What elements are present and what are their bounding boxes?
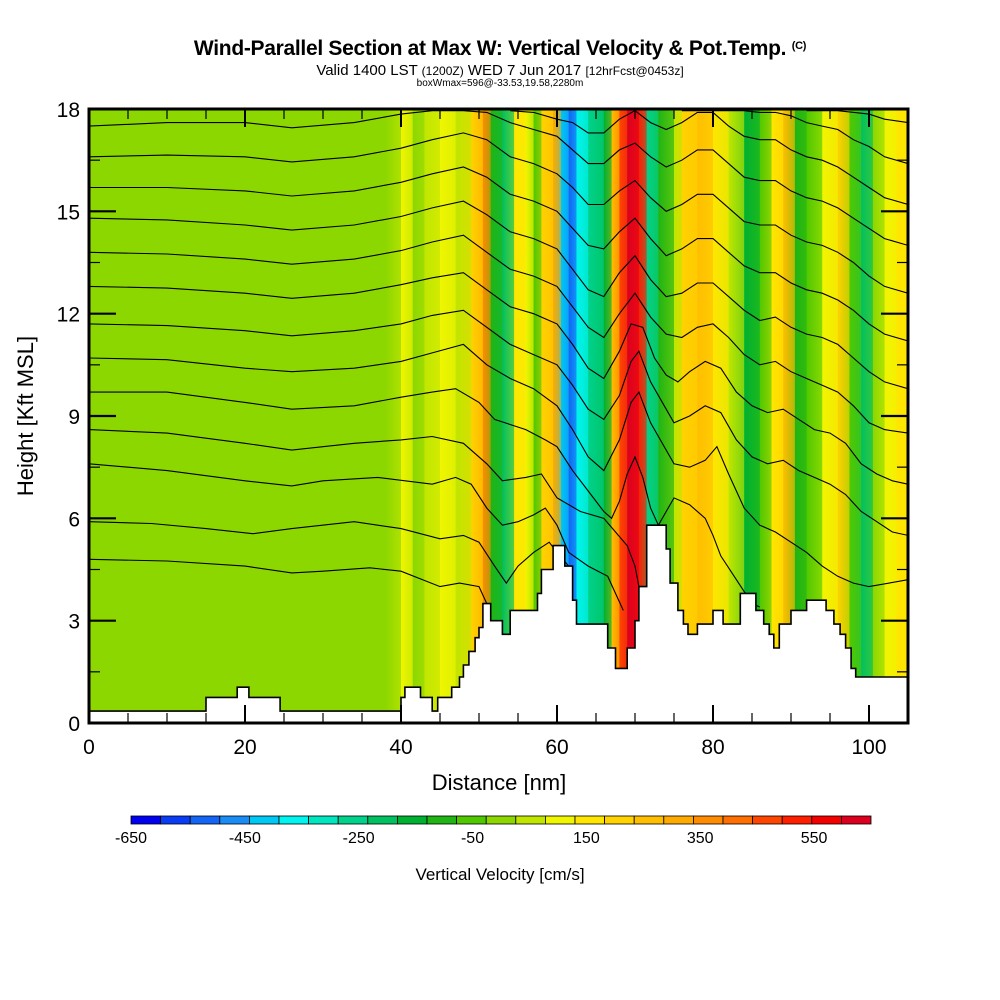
colorbar-segment (604, 815, 635, 825)
theta-contour-line (89, 463, 624, 611)
theta-contour-line (89, 110, 908, 246)
theta-contour-line (89, 388, 761, 608)
y-tick-label: 9 (68, 406, 80, 429)
chart-title-text: Wind-Parallel Section at Max W: Vertical… (193, 37, 787, 60)
box-info: boxWmax=596@-33.53,19.58,2280m (416, 78, 584, 89)
y-tick-label: 6 (68, 508, 80, 531)
colorbar-tick-label: 550 (801, 830, 828, 847)
terrain (88, 524, 909, 724)
theta-contour-line (89, 200, 908, 390)
plot-frame (87, 107, 910, 725)
colorbar-tick-label: -50 (461, 830, 484, 847)
colorbar-segment (841, 815, 872, 825)
y-tick-label: 12 (57, 304, 80, 327)
theta-contour-line (89, 343, 908, 588)
x-tick-label: 80 (701, 736, 724, 759)
forecast-info: [12hrFcst@0453z] (585, 64, 684, 78)
y-tick-labels: 0 3 6 9 12 15 18 (57, 99, 80, 736)
colorbar-tick-label: 150 (573, 830, 600, 847)
colorbar-segment (515, 815, 546, 825)
colorbar-segment (663, 815, 694, 825)
theta-contour-line (681, 110, 908, 165)
colorbar-segment (396, 815, 428, 825)
colorbar-segment (633, 815, 665, 825)
theta-contour-line (89, 272, 908, 485)
colorbar-segment (752, 815, 783, 825)
colorbar-title: Vertical Velocity [cm/s] (415, 865, 584, 884)
x-tick-labels: 0 20 40 60 80 100 (83, 736, 886, 759)
colorbar-tick-label: 350 (687, 830, 714, 847)
x-tick-label: 100 (851, 736, 886, 759)
valid-date: WED 7 Jun 2017 (467, 62, 582, 79)
colorbar (130, 815, 872, 825)
colorbar-segment (426, 815, 458, 825)
valid-utc: (1200Z) (421, 64, 464, 78)
theta-contour-line (89, 132, 908, 294)
terrain-profile (88, 524, 909, 724)
colorbar-segment (811, 815, 842, 825)
theta-contour-line (89, 558, 488, 604)
colorbar-segment (189, 815, 221, 825)
y-axis-title: Height [Kft MSL] (13, 336, 38, 496)
colorbar-segment (337, 815, 369, 825)
theta-contour-line (89, 309, 908, 536)
theta-contour-line (89, 166, 908, 342)
chart-subtitle: Valid 1400 LST (1200Z) WED 7 Jun 2017 [1… (0, 62, 1000, 79)
colorbar-segment (574, 815, 606, 825)
y-tick-label: 0 (68, 713, 80, 736)
colorbar-segment (781, 815, 813, 825)
colorbar-segment (248, 815, 280, 825)
colorbar-segment (485, 815, 517, 825)
x-tick-label: 0 (83, 736, 95, 759)
x-tick-label: 40 (389, 736, 412, 759)
colorbar-tick-labels: -650 -450 -250 -50 150 350 550 (115, 830, 828, 847)
colorbar-tick-label: -450 (229, 830, 261, 847)
x-tick-label: 60 (545, 736, 568, 759)
colorbar-segment (219, 815, 250, 825)
theta-contours (89, 110, 908, 611)
theta-contour-line (89, 521, 570, 585)
valid-time: Valid 1400 LST (316, 62, 418, 79)
colorbar-segment (545, 815, 576, 825)
colorbar-segment (693, 815, 724, 825)
colorbar-segment (367, 815, 398, 825)
y-tick-label: 18 (57, 99, 80, 122)
colorbar-segment (160, 815, 191, 825)
x-tick-label: 20 (233, 736, 256, 759)
colorbar-segment (722, 815, 754, 825)
colorbar-tick-label: -250 (343, 830, 375, 847)
chart-title: Wind-Parallel Section at Max W: Vertical… (0, 37, 1000, 61)
axis-ticks (88, 107, 909, 725)
colorbar-tick-label: -650 (115, 830, 147, 847)
colorbar-segment (308, 815, 339, 825)
colorbar-segment (456, 815, 487, 825)
colorbar-segment (130, 815, 162, 825)
theta-contour-line (89, 429, 640, 587)
x-axis-title: Distance [nm] (432, 770, 567, 795)
copyright-mark: (C) (791, 40, 807, 52)
y-tick-label: 15 (57, 201, 80, 224)
y-tick-label: 3 (68, 611, 80, 634)
theta-contour-line (89, 234, 908, 434)
colorbar-segment (278, 815, 310, 825)
